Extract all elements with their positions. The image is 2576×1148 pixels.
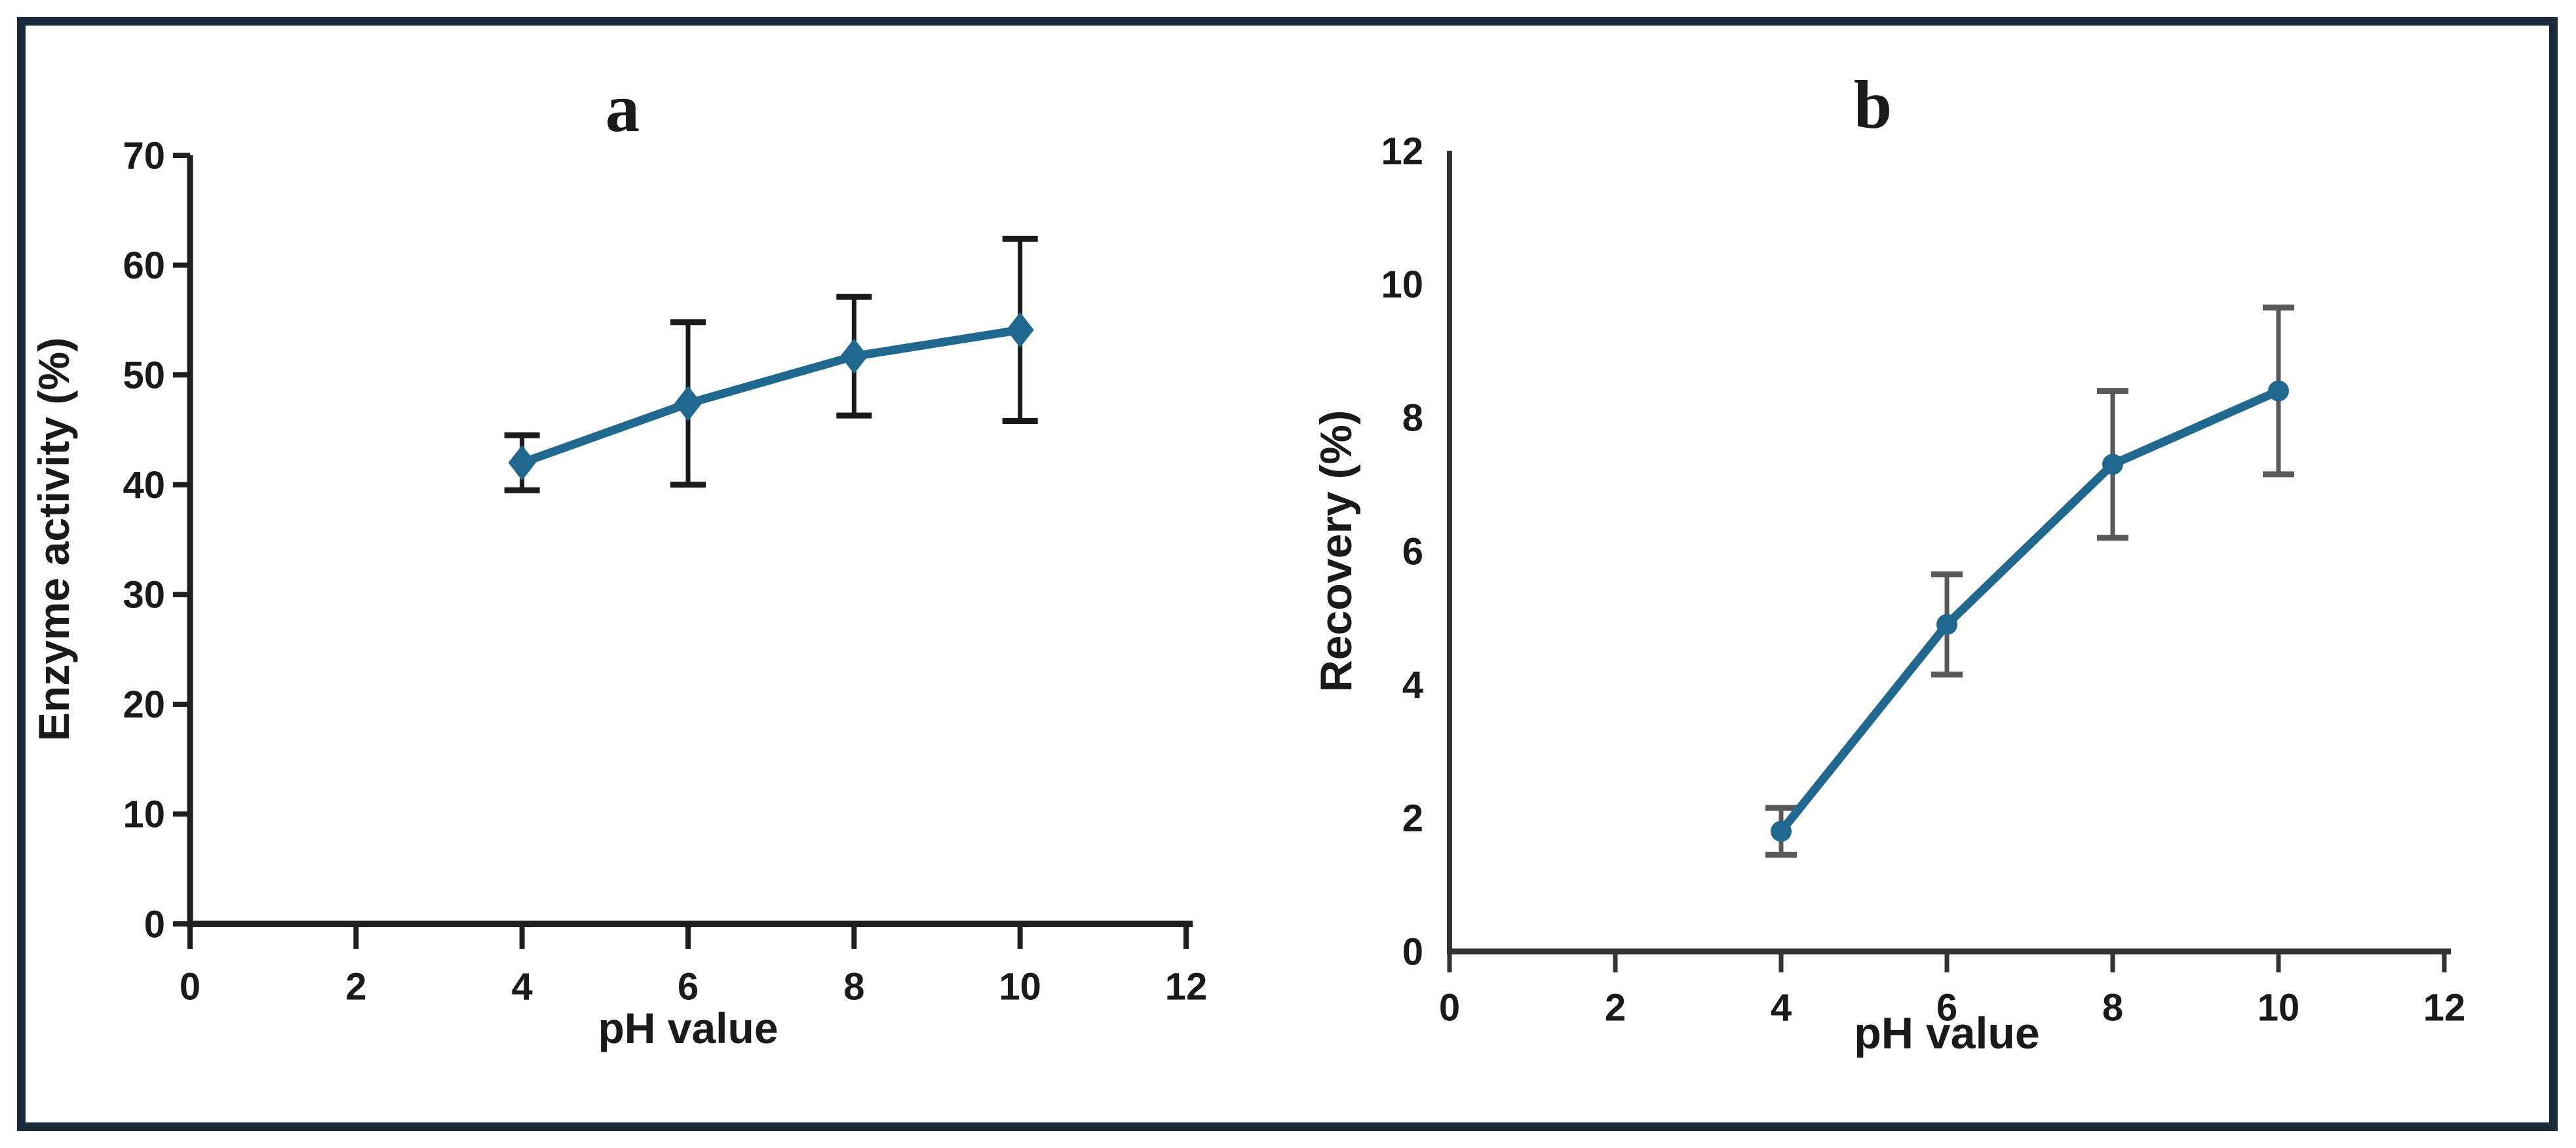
y-tick-label-b: 2 [1402,797,1423,840]
series-line-a [518,325,1025,467]
x-tick-label-b: 6 [1936,986,1957,1029]
y-tick-label-b: 4 [1402,664,1423,706]
y-tick-label-b: 10 [1381,263,1423,306]
panel-title-b: b [1854,66,1892,143]
x-tick-label-a: 6 [678,965,699,1008]
x-tick-label-a: 4 [512,965,533,1008]
panel-b: 0 2 4 6 8 10 12 0 2 4 6 8 10 12 b pH value Recovery (%) [1311,66,2465,1058]
y-tick-label-b: 8 [1402,397,1423,440]
y-tick-label-b: 0 [1402,930,1423,973]
x-axis-label-a: pH value [598,1004,778,1052]
x-tick-label-a: 2 [345,965,366,1008]
y-tick-label-b: 6 [1402,530,1423,573]
x-tick-label-b: 12 [2423,986,2466,1029]
y-tick-label-a: 10 [123,794,165,836]
data-point-b-ph8 [2102,453,2123,475]
y-tick-label-a: 30 [123,574,165,617]
y-tick-label-a: 70 [123,134,165,177]
data-point-b-ph4 [1771,820,1792,842]
data-point-a-ph6 [674,385,702,421]
x-tick-label-b: 8 [2102,986,2123,1029]
x-tick-label-a: 10 [999,965,1041,1008]
panel-a: 0 2 4 6 8 10 12 0 10 20 30 40 50 60 70 a pH value Enzyme … [29,69,1207,1052]
data-point-a-ph4 [508,445,536,481]
x-tick-label-a: 8 [843,965,864,1008]
data-point-b-ph10 [2268,380,2289,402]
x-tick-label-a: 0 [180,965,201,1008]
y-tick-label-a: 60 [123,244,165,287]
x-axis-label-b: pH value [1854,1008,2039,1058]
y-tick-label-a: 20 [123,683,165,726]
y-axis-label-a: Enzyme activity (%) [29,337,78,741]
panel-title-a: a [606,69,640,146]
x-tick-label-a: 12 [1165,965,1208,1008]
x-tick-label-b: 4 [1771,986,1792,1029]
y-tick-label-a: 0 [144,903,165,946]
data-point-a-ph10 [1006,312,1034,348]
y-tick-label-a: 50 [123,354,165,396]
y-axis-label-b: Recovery (%) [1311,410,1361,693]
x-tick-label-b: 2 [1605,986,1626,1029]
x-tick-label-b: 0 [1439,986,1460,1029]
x-tick-label-b: 10 [2258,986,2300,1029]
data-point-a-ph8 [840,338,868,374]
y-tick-label-a: 40 [123,464,165,507]
y-tick-label-b: 12 [1381,130,1423,172]
series-line-b [1777,387,2283,836]
data-point-b-ph6 [1936,614,1957,636]
